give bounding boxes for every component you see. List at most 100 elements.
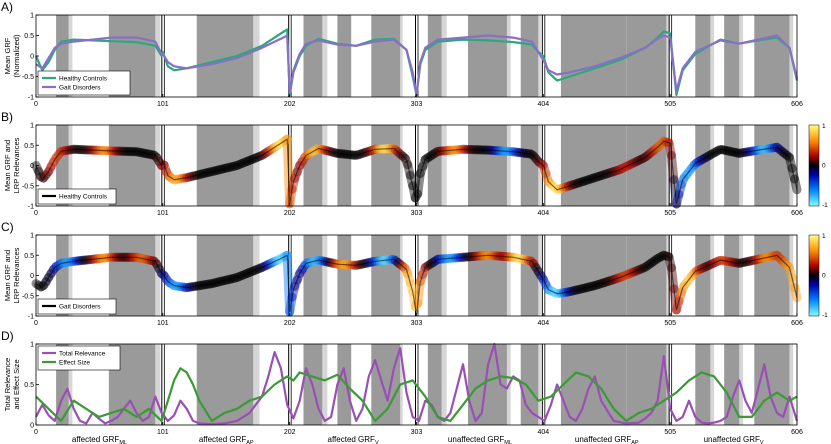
dark-shade-band — [520, 15, 539, 97]
light-shade-band — [253, 344, 260, 425]
dark-shade-band — [303, 125, 323, 206]
chart-panel-b: 0 101 202 303 404 505 606 -1 -0.5 0 0.5 1 B) Mean GRF… — [1, 110, 828, 217]
dark-shade-band — [427, 235, 442, 316]
x-tick-label: 0 — [34, 210, 38, 217]
light-shade-band — [400, 15, 403, 97]
chart-panel-c: 0 101 202 303 404 505 606 -1 -0.5 0 0.5 1 C) Mean GRF… — [1, 220, 828, 327]
legend-label: Effect Size — [59, 360, 90, 367]
light-shade-band — [68, 344, 73, 425]
x-tick-label: 404 — [537, 210, 549, 217]
legend-label: Healthy Controls — [59, 194, 108, 201]
dark-shade-band — [337, 235, 352, 316]
light-shade-band — [68, 125, 73, 206]
y-tick-label: -0.5 — [22, 183, 34, 190]
dark-shade-band — [560, 125, 627, 206]
dark-shade-band — [754, 235, 790, 316]
x-tick-label: 404 — [537, 320, 549, 327]
light-shade-band — [739, 125, 744, 206]
dark-shade-band — [196, 125, 254, 206]
x-tick-label: 101 — [157, 101, 169, 108]
y-axis-label: Total Relevance — [3, 358, 12, 411]
dark-shade-band — [371, 344, 401, 425]
y-tick-label: -1 — [28, 204, 34, 211]
light-shade-band — [739, 235, 744, 316]
dark-shade-band — [371, 125, 401, 206]
light-shade-band — [710, 15, 715, 97]
x-tick-label: 606 — [791, 429, 803, 436]
panel-label: C) — [1, 220, 14, 234]
x-tick-label: 303 — [411, 210, 423, 217]
y-tick-label: 1 — [30, 342, 34, 349]
dark-shade-band — [724, 235, 740, 316]
light-shade-band — [400, 125, 403, 206]
dark-shade-band — [337, 344, 352, 425]
x-tick-label: 0 — [34, 429, 38, 436]
legend-box — [37, 70, 131, 96]
dark-shade-band — [626, 125, 667, 206]
y-tick-label: 0.5 — [24, 382, 34, 389]
light-shade-band — [322, 235, 328, 316]
light-shade-band — [155, 235, 161, 316]
colorbar — [808, 234, 820, 317]
x-tick-label: 202 — [284, 320, 296, 327]
light-shade-band — [253, 15, 260, 97]
y-axis-label: LRP Relevances — [12, 247, 21, 303]
x-group-label: unaffected GRFV — [704, 435, 764, 444]
dark-shade-band — [467, 235, 507, 316]
y-axis-label: and Effect Size — [12, 359, 21, 409]
plot-background — [36, 125, 797, 206]
y-axis-label: LRP Relevances — [12, 137, 21, 193]
legend-box — [37, 345, 121, 371]
x-tick-label: 404 — [537, 429, 549, 436]
legend-label: Gait Disorders — [59, 85, 101, 92]
plot-background — [36, 235, 797, 316]
dark-shade-band — [56, 125, 69, 206]
chart-panel-d: 0 101 202 303 404 505 606 0 0.5 1 D) Total Relevanc… — [1, 329, 803, 444]
x-tick-label: 505 — [664, 101, 676, 108]
dark-shade-band — [520, 235, 539, 316]
light-shade-band — [710, 125, 715, 206]
y-tick-label: 0 — [30, 163, 34, 170]
light-shade-band — [739, 15, 744, 97]
x-group-label: affected GRFV — [328, 435, 379, 444]
panel-label: D) — [1, 329, 14, 343]
y-tick-label: 0 — [30, 423, 34, 430]
dark-shade-band — [467, 15, 507, 97]
dark-shade-band — [520, 344, 539, 425]
x-tick-label: 303 — [411, 320, 423, 327]
dark-shade-band — [337, 15, 352, 97]
light-shade-band — [253, 125, 260, 206]
y-axis-label: Mean GRF and — [3, 250, 12, 301]
dark-shade-band — [56, 235, 69, 316]
light-shade-band — [710, 344, 715, 425]
colorbar — [808, 124, 820, 207]
dark-shade-band — [560, 15, 627, 97]
y-tick-label: 0.5 — [24, 33, 34, 40]
dark-shade-band — [303, 235, 323, 316]
x-tick-label: 101 — [157, 210, 169, 217]
light-shade-band — [789, 344, 794, 425]
panel-label: A) — [1, 0, 13, 14]
x-tick-label: 505 — [664, 429, 676, 436]
light-shade-band — [441, 235, 447, 316]
light-shade-band — [400, 235, 403, 316]
series-line-gait-disorders — [35, 34, 799, 97]
series-line-effect-size — [35, 367, 798, 422]
dark-shade-band — [754, 15, 790, 97]
colorbar-tick-label: -1 — [822, 202, 828, 209]
legend-box — [37, 298, 117, 315]
y-tick-label: -1 — [28, 95, 34, 102]
dark-shade-band — [754, 125, 790, 206]
y-tick-label: 1 — [30, 233, 34, 240]
x-tick-label: 0 — [34, 320, 38, 327]
series-line-total-relevance — [35, 342, 799, 426]
x-tick-label: 606 — [791, 320, 803, 327]
x-tick-label: 0 — [34, 101, 38, 108]
colorbar-tick-label: 0 — [822, 273, 826, 280]
series-line-healthy-controls — [35, 138, 798, 205]
light-shade-band — [506, 235, 511, 316]
y-tick-label: 0.5 — [24, 253, 34, 260]
legend-label: Healthy Controls — [59, 76, 108, 83]
light-shade-band — [506, 15, 511, 97]
dark-shade-band — [427, 125, 442, 206]
